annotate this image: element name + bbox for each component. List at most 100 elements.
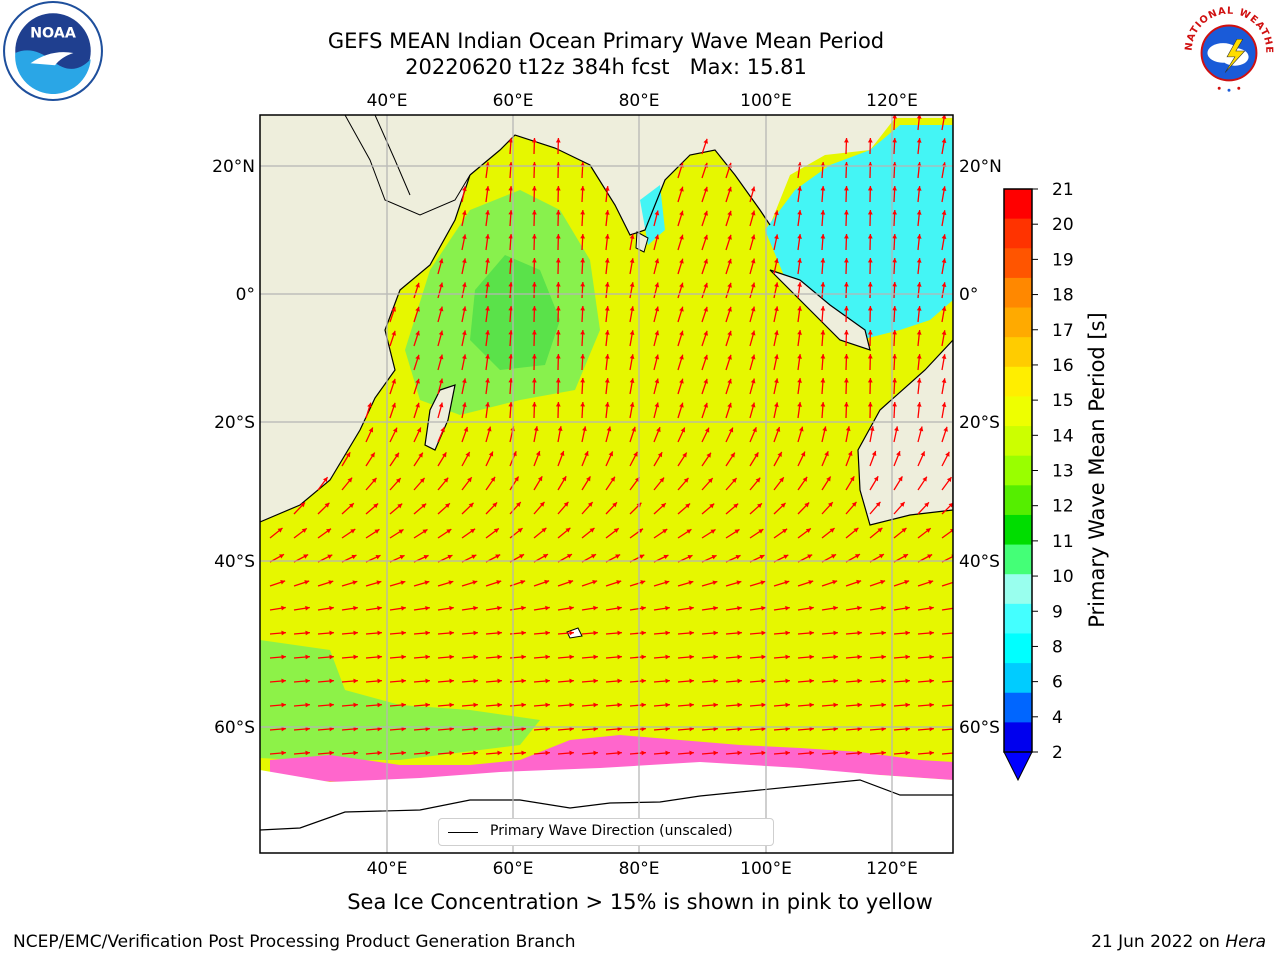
wave-arrow-head xyxy=(881,605,886,611)
wave-arrow-head xyxy=(353,630,358,636)
wave-arrow-head xyxy=(849,476,855,482)
coastline-australia xyxy=(857,339,953,526)
wave-arrow-head xyxy=(685,503,691,509)
wave-arrow-head xyxy=(953,751,958,756)
wave-arrow-head xyxy=(916,354,922,359)
wave-arrow-head xyxy=(533,426,539,432)
wave-arrow-head xyxy=(351,554,357,560)
wave-arrow-head xyxy=(948,502,953,508)
wave-arrow-head xyxy=(941,186,947,191)
top-lon-label: 80°E xyxy=(619,91,660,111)
wave-arrow xyxy=(941,752,953,755)
wave-arrow-head xyxy=(713,750,718,756)
wave-arrow-head xyxy=(608,451,613,457)
left-lat-label: 0° xyxy=(236,285,255,305)
wave-arrow-head xyxy=(905,630,910,636)
right-lat-labels: 20°N 0° 20°S 40°S 60°S xyxy=(959,157,1002,738)
wave-arrow-head xyxy=(759,554,765,560)
wave-arrow-head xyxy=(851,501,857,507)
top-lon-label: 40°E xyxy=(367,91,408,111)
wave-arrow-head xyxy=(415,378,420,384)
wave-arrow-head xyxy=(531,258,537,263)
wave-arrow-head xyxy=(797,234,802,239)
wave-arrow-head xyxy=(704,427,710,433)
wave-arrow-head xyxy=(593,750,598,756)
wave-arrow-head xyxy=(399,555,405,560)
wave-arrow-head xyxy=(774,402,779,408)
wave-arrow-head xyxy=(348,503,354,508)
wave-arrow-head xyxy=(820,378,826,383)
wave-arrow-head xyxy=(920,451,925,457)
wave-arrow-head xyxy=(353,726,358,732)
wave-arrow-head xyxy=(557,426,563,432)
wave-arrow-head xyxy=(485,330,490,335)
wave-arrow-head xyxy=(737,750,742,756)
wave-arrow-head xyxy=(641,726,646,732)
colorbar-swatch xyxy=(1004,603,1032,634)
wave-arrow-head xyxy=(820,234,826,239)
wave-arrow-head xyxy=(733,503,739,509)
wave-arrow-head xyxy=(440,427,445,433)
wave-arrow-head xyxy=(449,605,454,611)
wave-arrow-head xyxy=(419,477,425,483)
wave-arrow-head xyxy=(689,630,694,636)
wave-arrow-head xyxy=(418,452,423,458)
wave-arrow-head xyxy=(589,528,595,533)
wave-arrow-head xyxy=(604,330,610,335)
wave-arrow-head xyxy=(785,654,790,660)
wave-arrow-head xyxy=(461,186,467,192)
left-lat-label: 60°S xyxy=(214,718,255,738)
wave-arrow-head xyxy=(665,726,670,732)
wave-arrow-head xyxy=(892,402,897,407)
wave-arrow-head xyxy=(785,605,790,611)
wave-arrow-head xyxy=(918,426,924,432)
wave-arrow-head xyxy=(461,378,467,384)
wave-arrow-head xyxy=(305,750,310,756)
wave-arrow-head xyxy=(563,501,569,507)
wave-arrow-head xyxy=(416,427,422,433)
colorbar-tick-label: 20 xyxy=(1052,215,1074,235)
wave-arrow-head xyxy=(683,477,689,483)
wave-arrow-head xyxy=(559,451,565,456)
wave-arrow-head xyxy=(892,234,897,239)
wave-arrow-head xyxy=(833,630,838,636)
wave-arrow-head xyxy=(438,330,444,336)
colorbar-swatch xyxy=(1004,189,1032,220)
wave-arrow-head xyxy=(555,306,561,311)
wave-arrow-head xyxy=(555,234,561,239)
wave-arrow-head xyxy=(371,477,377,483)
wave-arrow-head xyxy=(425,630,430,636)
wave-arrow-head xyxy=(774,258,779,264)
wave-arrow-head xyxy=(561,476,567,482)
wave-arrow-head xyxy=(508,330,514,335)
wave-arrow-head xyxy=(425,702,430,708)
wave-arrow-head xyxy=(843,402,849,407)
wave-arrow-head xyxy=(731,478,737,483)
wave-arrow-head xyxy=(761,750,766,756)
wave-arrow-head xyxy=(711,555,717,560)
wave-arrow-head xyxy=(401,702,406,708)
right-lat-label: 20°S xyxy=(959,413,1000,433)
wave-arrow-head xyxy=(485,210,490,215)
wave-arrow-head xyxy=(545,702,550,708)
wave-arrow-head xyxy=(727,378,732,384)
wave-arrow-head xyxy=(664,580,670,585)
wave-arrow-head xyxy=(761,630,766,636)
wave-arrow-head xyxy=(593,605,598,611)
colorbar-swatch xyxy=(1004,366,1032,397)
wave-arrow xyxy=(941,656,953,659)
wave-arrow-head xyxy=(531,306,537,311)
wave-arrow-head xyxy=(617,678,622,684)
wave-arrow-head xyxy=(730,452,735,458)
wave-arrow-head xyxy=(782,528,788,534)
wave-arrow-head xyxy=(831,554,837,559)
wave-arrow-head xyxy=(281,605,286,611)
wave-arrow-head xyxy=(663,554,669,560)
wave-arrow-head xyxy=(892,378,897,383)
wave-arrow-head xyxy=(750,282,756,288)
wave-arrow-head xyxy=(449,678,454,684)
wave-arrow-head xyxy=(941,138,947,143)
wave-arrow-head xyxy=(492,502,498,508)
wave-arrow-head xyxy=(566,554,572,559)
wave-arrow-head xyxy=(461,258,467,264)
